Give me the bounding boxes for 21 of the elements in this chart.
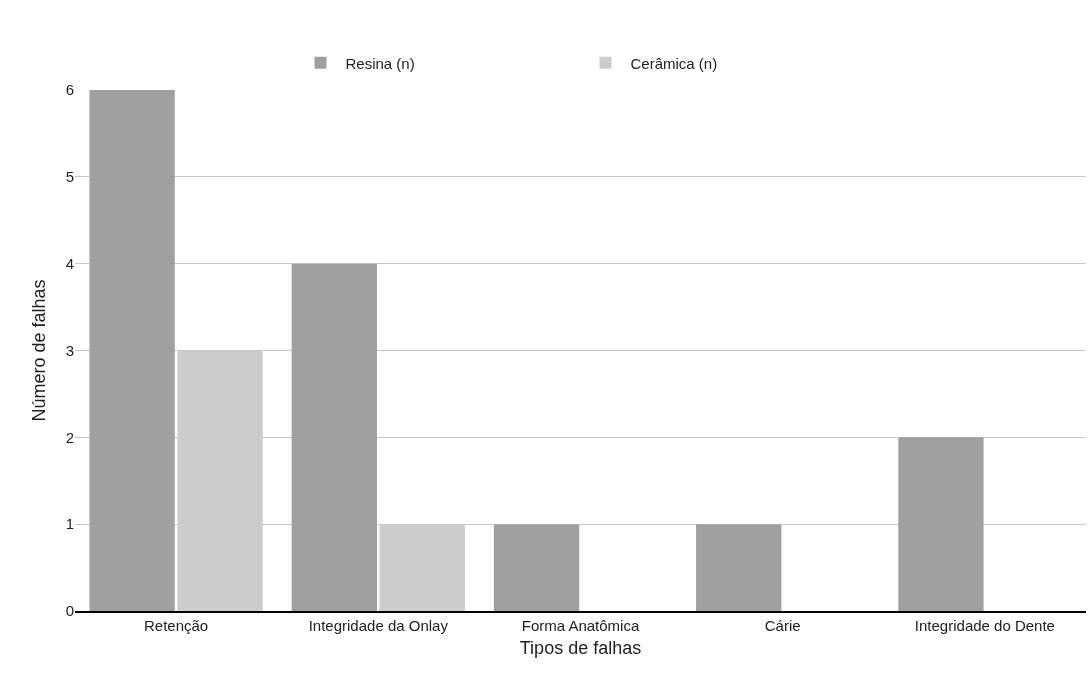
y-tick-label: 5 bbox=[65, 168, 74, 186]
legend-label: Cerâmica (n) bbox=[630, 54, 718, 72]
bar bbox=[696, 524, 782, 611]
y-tick-label: 0 bbox=[65, 602, 74, 620]
x-tick-label: Forma Anatômica bbox=[521, 617, 640, 634]
x-tick-label: Cárie bbox=[764, 617, 801, 634]
y-axis-title: Número de falhas bbox=[28, 279, 49, 422]
x-tick-label: Integridade da Onlay bbox=[308, 617, 449, 634]
x-tick-label: Integridade do Dente bbox=[914, 617, 1055, 634]
bar bbox=[493, 524, 580, 611]
y-tick-label: 3 bbox=[65, 341, 74, 359]
y-tick-label: 4 bbox=[65, 254, 74, 272]
x-axis-title: Tipos de falhas bbox=[519, 637, 642, 658]
y-tick-label: 6 bbox=[65, 81, 74, 99]
bar bbox=[291, 263, 377, 611]
bar bbox=[898, 437, 984, 611]
y-tick-label: 1 bbox=[65, 515, 74, 533]
y-tick-label: 2 bbox=[65, 428, 74, 446]
legend-label: Resina (n) bbox=[345, 54, 415, 72]
x-tick-label: Retenção bbox=[143, 617, 209, 634]
bar bbox=[89, 90, 175, 611]
